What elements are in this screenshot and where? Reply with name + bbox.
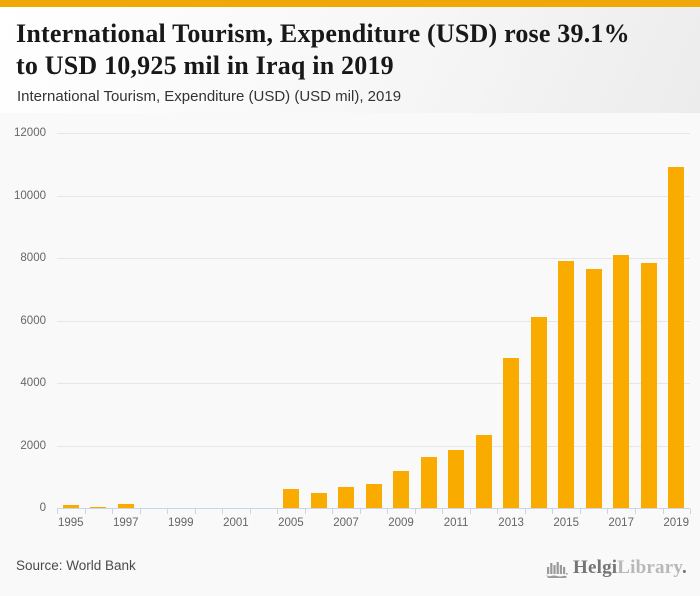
logo-primary: Helgi [573, 557, 618, 578]
logo-wordmark: HelgiLibrary. [573, 557, 687, 579]
x-axis-tick [249, 509, 251, 514]
bar-chart-logo-icon [545, 558, 569, 578]
gridline-6000 [57, 320, 690, 322]
x-axis-tick [139, 509, 141, 514]
y-axis-label-2000: 2000 [20, 439, 46, 452]
y-axis-label-10000: 10000 [14, 189, 46, 202]
bar-1995[interactable] [62, 505, 79, 508]
x-axis-label-2009: 2009 [388, 517, 414, 529]
bar-2010[interactable] [420, 457, 437, 508]
source-text: Source: World Bank [16, 558, 136, 573]
bar-2009[interactable] [393, 471, 409, 508]
x-axis-tick [359, 509, 361, 514]
bar-2006[interactable] [310, 493, 327, 508]
x-axis-label-2011: 2011 [443, 517, 469, 529]
x-axis-label-1995: 1995 [58, 517, 84, 529]
chart-subtitle: International Tourism, Expenditure (USD)… [17, 88, 402, 105]
x-axis-tick [635, 509, 636, 514]
bar-2011[interactable] [448, 450, 465, 508]
bar-2019[interactable] [668, 167, 685, 508]
logo-secondary: Library [617, 557, 683, 578]
y-axis-label-4000: 4000 [20, 377, 46, 389]
x-axis-tick [57, 509, 58, 514]
x-axis-tick [579, 509, 581, 514]
x-axis-line [57, 508, 690, 509]
bar-2018[interactable] [640, 263, 657, 508]
x-axis-tick [497, 509, 499, 514]
bar-chart: 0 2000 4000 6000 8000 10000 12000 1995 1997 1999 2… [0, 113, 700, 543]
bar-2012[interactable] [475, 435, 492, 508]
page-title: International Tourism, Expenditure (USD)… [16, 18, 688, 82]
x-axis-tick [304, 509, 306, 514]
x-axis-label-1997: 1997 [113, 517, 139, 529]
x-axis-tick [222, 509, 224, 514]
y-axis-label-12000: 12000 [14, 127, 46, 139]
x-axis-label-2007: 2007 [333, 517, 359, 529]
title-line-2: to USD 10,925 mil in Iraq in 2019 [16, 51, 394, 80]
x-axis-tick [84, 509, 86, 514]
bar-2014[interactable] [530, 317, 547, 508]
top-accent-bar [0, 0, 700, 7]
x-axis-tick [167, 509, 169, 514]
x-axis-tick [607, 509, 609, 514]
bar-2008[interactable] [365, 484, 382, 508]
x-axis-tick [194, 509, 196, 514]
gridline-2000 [57, 445, 690, 447]
x-axis-tick [112, 509, 113, 514]
bar-2007[interactable] [338, 487, 354, 508]
y-axis-label-6000: 6000 [20, 314, 46, 327]
bar-1996[interactable] [90, 507, 107, 508]
x-axis-label-2017: 2017 [608, 517, 634, 529]
x-axis-tick [552, 509, 554, 514]
logo-suffix: . [682, 557, 687, 578]
x-axis-tick [332, 509, 334, 514]
x-axis-label-1999: 1999 [168, 517, 194, 529]
x-axis-label-2013: 2013 [498, 517, 524, 529]
title-line-1: International Tourism, Expenditure (USD)… [16, 19, 630, 48]
gridline-10000 [57, 195, 690, 197]
x-axis-tick [442, 509, 444, 514]
gridline-4000 [57, 383, 690, 384]
x-axis-tick [387, 509, 389, 514]
y-axis-label-0: 0 [39, 502, 46, 514]
x-axis-tick [524, 509, 526, 514]
x-axis-label-2001: 2001 [223, 517, 249, 529]
x-axis-tick [662, 509, 664, 514]
x-axis-tick [690, 509, 691, 514]
bar-2005[interactable] [282, 489, 299, 508]
x-axis-label-2015: 2015 [553, 517, 579, 529]
gridline-12000 [57, 133, 690, 134]
gridline-8000 [57, 258, 690, 259]
bar-1997[interactable] [117, 504, 134, 508]
bar-2016[interactable] [585, 269, 602, 508]
x-axis-label-2019: 2019 [663, 517, 689, 529]
y-axis-label-8000: 8000 [20, 252, 46, 264]
helgi-library-logo[interactable]: HelgiLibrary. [545, 556, 687, 580]
x-axis-label-2005: 2005 [278, 517, 304, 529]
bar-2015[interactable] [558, 261, 575, 508]
bar-2013[interactable] [503, 358, 520, 508]
x-axis-tick [469, 509, 471, 514]
x-axis-tick [277, 509, 279, 514]
chart-header: International Tourism, Expenditure (USD)… [0, 7, 700, 113]
x-axis-tick [414, 509, 416, 514]
bar-2017[interactable] [613, 255, 630, 508]
